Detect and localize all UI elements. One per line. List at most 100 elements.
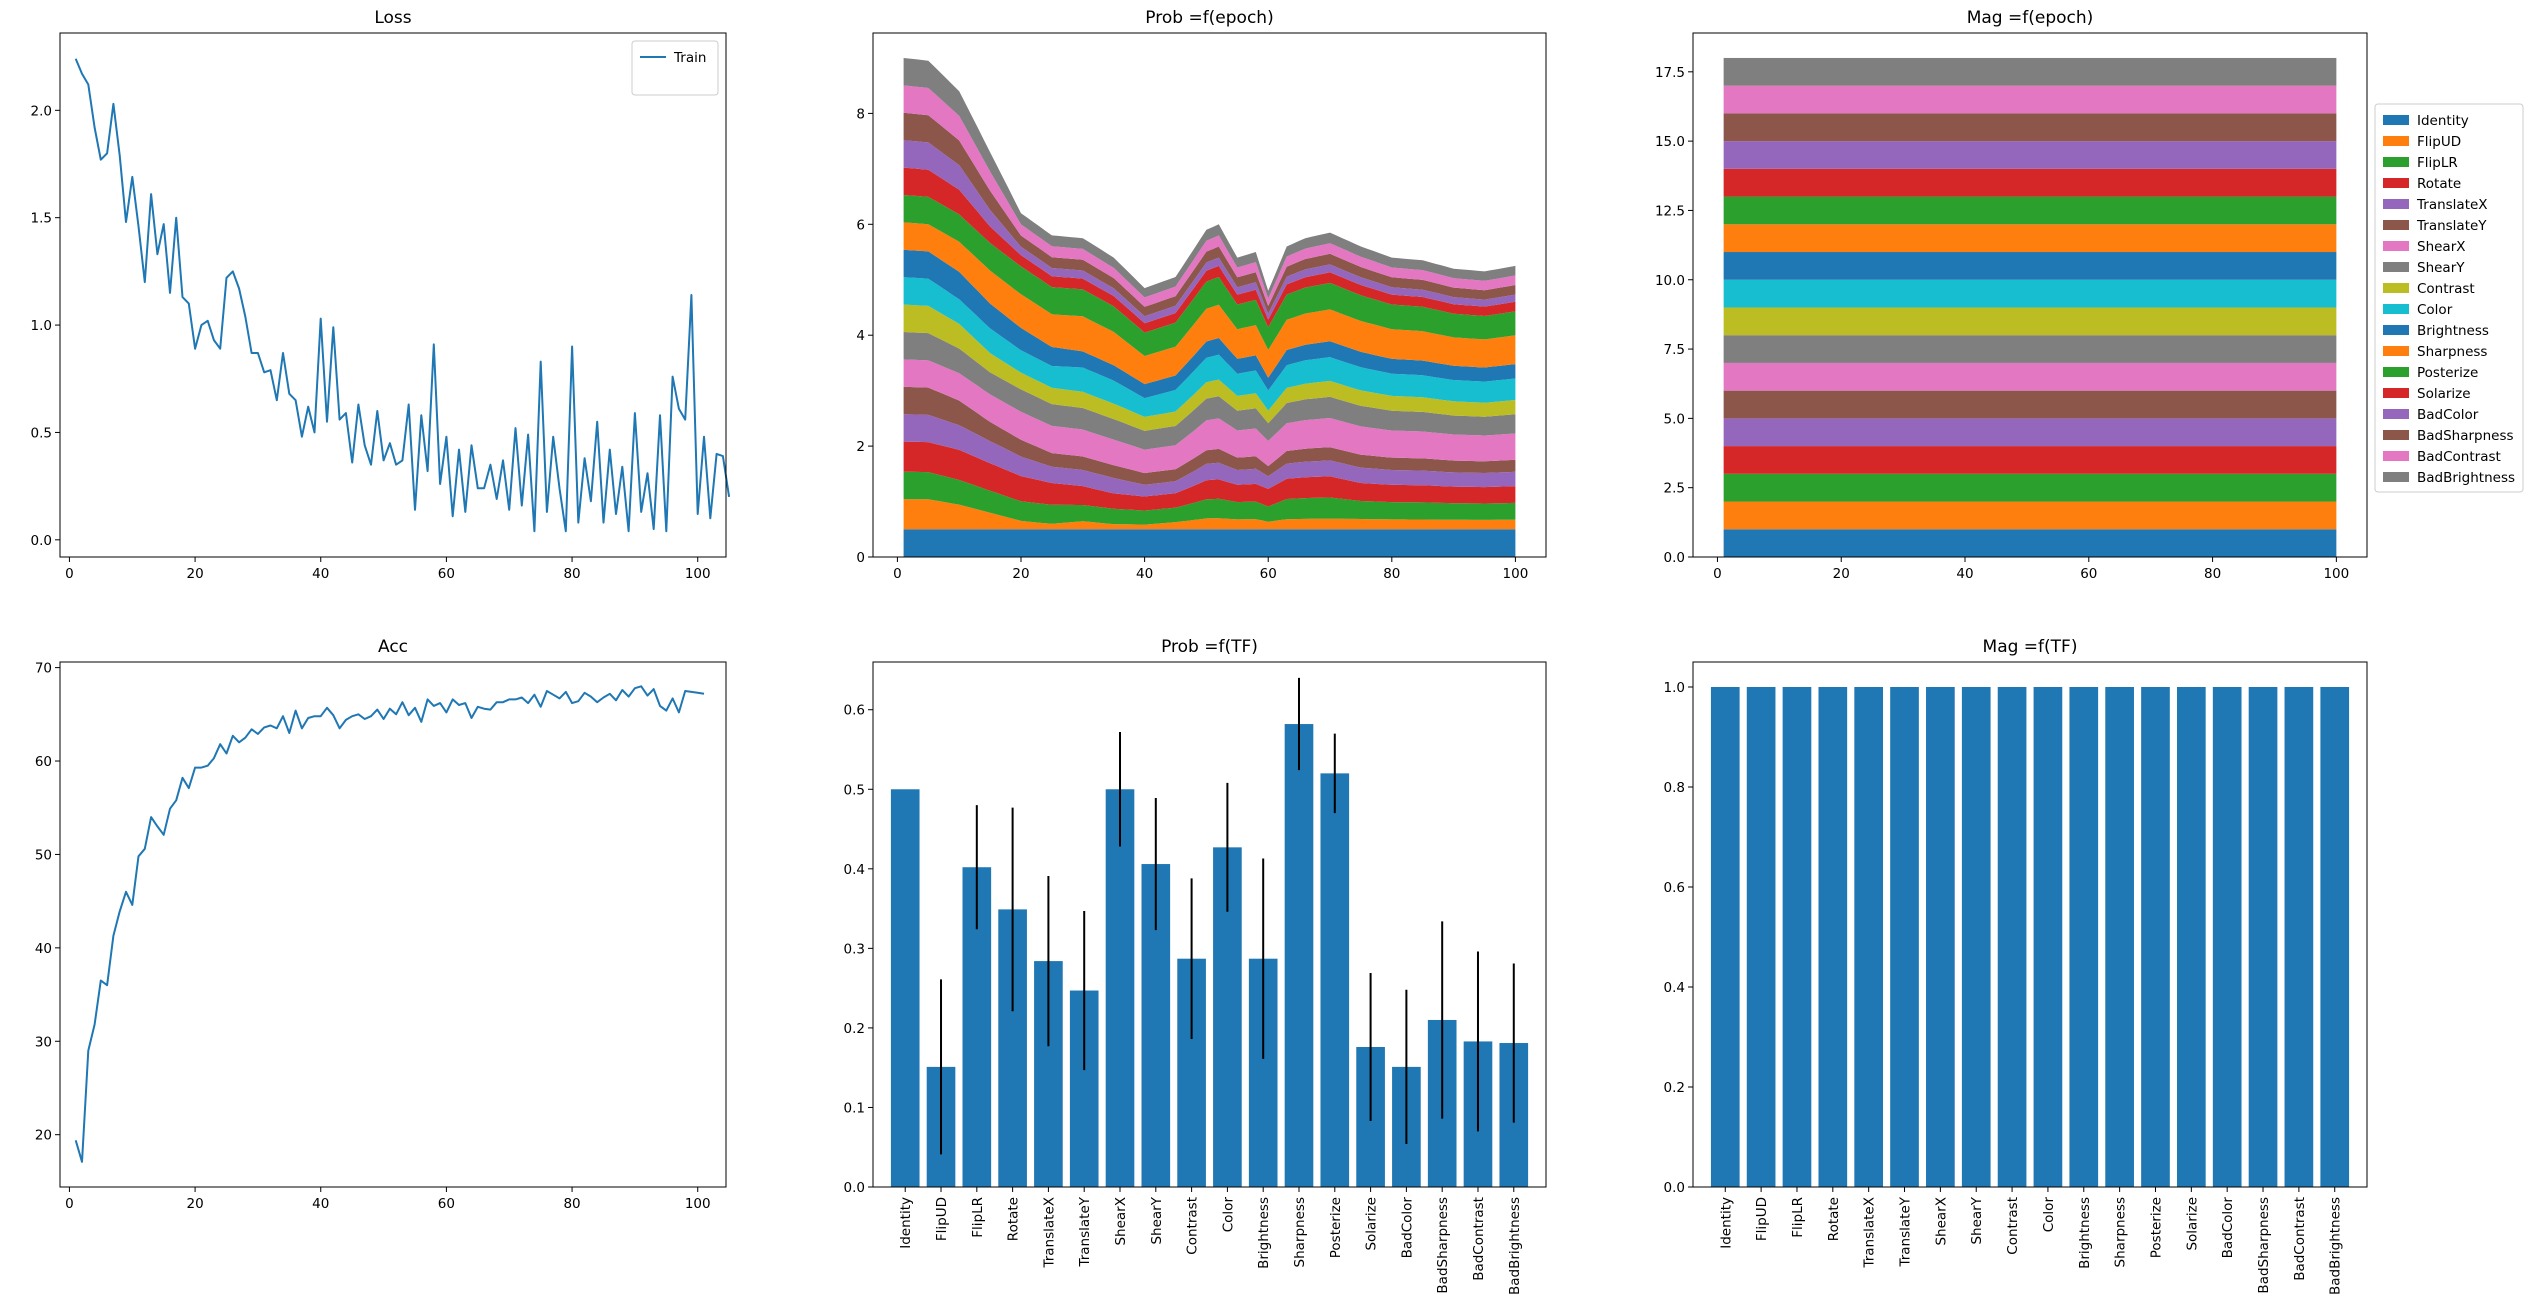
- x-tick-label: Identity: [898, 1197, 914, 1249]
- area-ShearY: [1723, 335, 2337, 363]
- area-FlipLR: [1723, 473, 2337, 502]
- area-TranslateX: [903, 414, 1516, 497]
- legend-swatch: [2383, 262, 2409, 272]
- bar-BadContrast: [2284, 687, 2314, 1187]
- legend-swatch: [2383, 178, 2409, 188]
- y-tick-label: 0: [856, 550, 865, 566]
- chart-title: Loss: [374, 8, 411, 28]
- axes-frame: [872, 32, 1547, 558]
- area-Rotate: [1723, 446, 2337, 474]
- x-tick-label: ShearX: [1113, 1197, 1129, 1246]
- legend-swatch: [2383, 451, 2409, 461]
- bar-Color: [2033, 687, 2063, 1187]
- area-Posterize: [1723, 196, 2337, 225]
- x-tick-label: 40: [312, 1196, 329, 1212]
- x-tick-label: 80: [563, 1196, 580, 1212]
- area-Posterize: [903, 195, 1516, 356]
- chart-title: Prob =f(TF): [1161, 637, 1258, 657]
- y-tick-label: 5.0: [1664, 411, 1685, 427]
- x-tick-label: BadBrightness: [1507, 1197, 1523, 1295]
- bar-Contrast: [1997, 687, 2027, 1187]
- bar-Posterize: [2141, 687, 2170, 1187]
- legend-swatch: [2383, 388, 2409, 398]
- bar-Posterize: [1320, 773, 1350, 1187]
- x-tick-label: ShearY: [1149, 1196, 1165, 1244]
- area-BadContrast: [903, 85, 1516, 307]
- legend-swatch: [2383, 199, 2409, 209]
- x-tick-label: 20: [186, 566, 203, 582]
- y-tick-label: 0.0: [844, 1180, 865, 1196]
- chart-title: Prob =f(epoch): [1145, 8, 1273, 28]
- y-tick-label: 70: [35, 661, 52, 677]
- chart-title: Mag =f(epoch): [1967, 8, 2094, 28]
- y-tick-label: 2.5: [1664, 481, 1685, 497]
- bar-FlipUD: [1746, 687, 1776, 1187]
- area-BadBrightness: [903, 58, 1516, 299]
- axes-frame: [1692, 32, 2368, 558]
- x-tick-label: Color: [1220, 1197, 1236, 1233]
- x-tick-label: Sharpness: [1292, 1197, 1308, 1267]
- x-tick-label: 0: [1713, 566, 1722, 582]
- legend-label: TranslateY: [2416, 218, 2487, 234]
- y-tick-label: 0.6: [1664, 880, 1685, 896]
- x-tick-label: TranslateY: [1898, 1196, 1914, 1267]
- x-tick-label: 60: [1260, 566, 1277, 582]
- axes-frame: [59, 661, 727, 1188]
- x-tick-label: FlipUD: [934, 1197, 950, 1241]
- legend-swatch: [2383, 220, 2409, 230]
- axes-frame: [1692, 661, 2368, 1188]
- chart-3: Prob =f(TF) 0.0 0.1 0.2 0.3 0.4 0.5 0.6 Identity…: [844, 637, 1547, 1295]
- y-tick-label: 30: [35, 1034, 52, 1050]
- bar-Sharpness: [2105, 687, 2134, 1187]
- y-tick-label: 15.0: [1655, 134, 1685, 150]
- area-Color: [903, 277, 1516, 417]
- bar-Sharpness: [1284, 724, 1314, 1187]
- axes-frame: [872, 661, 1547, 1188]
- legend-swatch: [2383, 367, 2409, 377]
- x-tick-label: BadSharpness: [1435, 1197, 1451, 1294]
- area-FlipUD: [1723, 501, 2337, 530]
- y-tick-label: 1.0: [31, 318, 52, 334]
- x-tick-label: 0: [893, 566, 902, 582]
- legend-label: Solarize: [2417, 386, 2471, 402]
- area-FlipUD: [903, 499, 1516, 530]
- x-tick-label: 80: [1383, 566, 1400, 582]
- x-tick-label: 60: [438, 1196, 455, 1212]
- x-tick-label: BadColor: [2220, 1197, 2236, 1259]
- x-tick-label: Contrast: [2005, 1197, 2021, 1255]
- area-ShearX: [903, 359, 1516, 474]
- x-tick-label: Contrast: [1185, 1197, 1201, 1255]
- y-tick-label: 6: [856, 217, 865, 233]
- legend-label: Sharpness: [2417, 344, 2487, 360]
- x-tick-label: Color: [2041, 1197, 2057, 1233]
- legend-label: Brightness: [2417, 323, 2489, 339]
- legend-label: BadContrast: [2417, 449, 2501, 465]
- bar-FlipLR: [1782, 687, 1812, 1187]
- x-tick-label: Brightness: [2077, 1197, 2093, 1269]
- y-tick-label: 2.0: [31, 103, 52, 119]
- y-tick-label: 0.5: [31, 425, 52, 441]
- bar-Rotate: [1818, 687, 1848, 1187]
- legend-label: Contrast: [2417, 281, 2475, 297]
- x-tick-label: Rotate: [1826, 1197, 1842, 1241]
- legend-label: Posterize: [2417, 365, 2478, 381]
- bar-Identity: [890, 789, 920, 1187]
- area-Color: [1723, 279, 2337, 308]
- bar-TranslateX: [1854, 687, 1884, 1187]
- x-tick-label: 20: [1833, 566, 1850, 582]
- y-tick-label: 0.6: [844, 703, 865, 719]
- area-BadContrast: [1723, 85, 2337, 114]
- legend-label: Train: [673, 50, 706, 66]
- chart-title: Mag =f(TF): [1983, 637, 2078, 657]
- chart-2: Prob =f(epoch) 0 20 40 60 80 100 0 2 4 6 8: [856, 8, 1547, 582]
- area-TranslateY: [1723, 390, 2337, 419]
- x-tick-label: BadContrast: [1471, 1197, 1487, 1281]
- series-line-0: [74, 685, 705, 1163]
- x-tick-label: TranslateX: [1041, 1197, 1057, 1269]
- y-tick-label: 40: [35, 941, 52, 957]
- legend-label: Rotate: [2417, 176, 2461, 192]
- x-tick-label: Solarize: [1364, 1197, 1380, 1251]
- x-tick-label: 0: [65, 1196, 74, 1212]
- y-tick-label: 0.2: [844, 1021, 865, 1037]
- area-BadColor: [1723, 141, 2337, 169]
